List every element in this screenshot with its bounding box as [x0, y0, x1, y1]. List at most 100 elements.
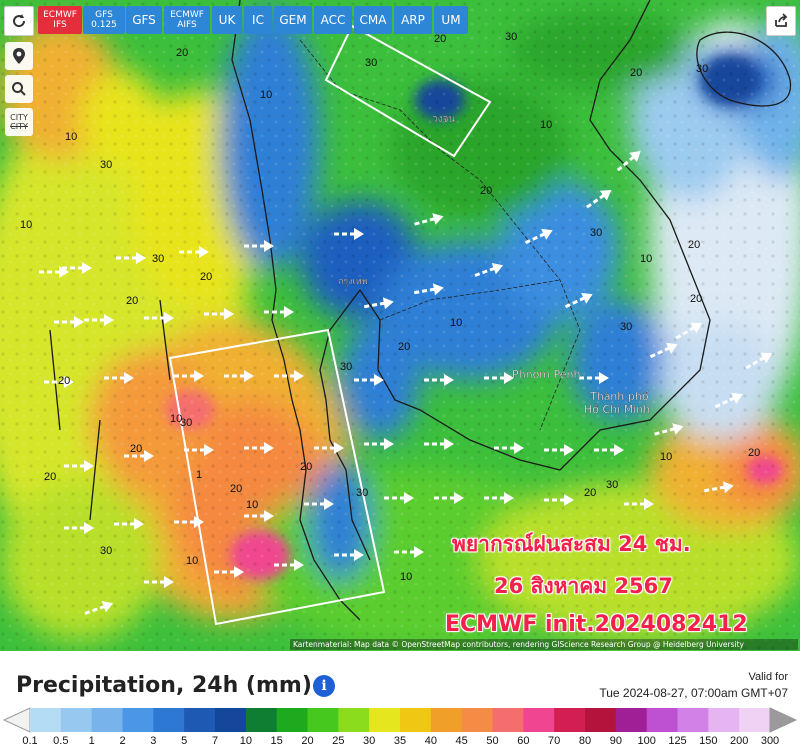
model-label: ACC: [320, 13, 346, 27]
model-button-gem[interactable]: GEM: [274, 6, 312, 34]
contour-value: 20: [58, 375, 70, 387]
wind-arrow: [424, 374, 454, 386]
wind-arrow: [544, 444, 574, 456]
model-button-gfs[interactable]: GFS: [126, 6, 162, 34]
model-button-ecmwf-aifs[interactable]: ECMWF AIFS: [164, 6, 210, 34]
colorbar-tick: 150: [699, 735, 718, 747]
wind-arrow: [314, 442, 344, 454]
model-button-acc[interactable]: ACC: [314, 6, 352, 34]
colorbar-tick: 45: [455, 735, 468, 747]
contour-value: 10: [20, 219, 32, 231]
wind-arrow: [524, 228, 553, 245]
model-button-ic[interactable]: IC: [244, 6, 272, 34]
contour-value: 20: [748, 447, 760, 459]
model-button-um[interactable]: UM: [434, 6, 468, 34]
colorbar-tick: 35: [393, 735, 407, 747]
label-hcm-1: Thành phố: [589, 390, 649, 403]
colorbar-tick: 3: [150, 735, 157, 747]
wind-arrow: [654, 423, 684, 436]
wind-arrow: [363, 297, 394, 310]
colorbar-segment: [708, 708, 740, 732]
wind-arrow: [594, 444, 624, 456]
wind-arrow: [564, 292, 593, 309]
label-vientiane: วงจน: [432, 114, 455, 125]
wind-arrow: [745, 352, 773, 370]
colorbar-tick: 0.1: [22, 735, 38, 747]
contour-value: 30: [620, 321, 632, 333]
weather-map[interactable]: 20 30 10 20 30 10 20 30 20 10 30 20 30 10 20 30 20 10 30 20…: [0, 0, 800, 651]
wind-arrow: [84, 314, 114, 326]
contour-value: 30: [152, 253, 164, 265]
contour-value: 30: [100, 159, 112, 171]
contour-value: 20: [300, 461, 312, 473]
model-sublabel: 0.125: [91, 20, 117, 30]
wind-arrow: [64, 522, 94, 534]
location-pin-icon: [13, 48, 25, 64]
magnifier-icon: [12, 82, 26, 96]
colorbar-tick: 2: [119, 735, 126, 747]
wind-arrow: [586, 189, 612, 209]
highlight-box-north: [324, 24, 492, 158]
model-button-uk[interactable]: UK: [212, 6, 242, 34]
colorbar-tick: 1: [88, 735, 95, 747]
contour-value: 30: [365, 57, 377, 69]
contour-value: 20: [688, 239, 700, 251]
colorbar-segment: [307, 708, 339, 732]
legend-panel: Precipitation, 24h (mm) i Valid for Tue …: [0, 651, 800, 751]
locate-button[interactable]: [5, 42, 33, 70]
info-icon[interactable]: i: [313, 675, 335, 697]
wind-arrow: [174, 370, 204, 382]
contour-value: 10: [400, 571, 412, 583]
contour-value: 30: [696, 63, 708, 75]
wind-arrow: [174, 516, 204, 528]
wind-arrow: [44, 376, 74, 388]
model-button-arp[interactable]: ARP: [394, 6, 432, 34]
overlay-date: 26 สิงหาคม 2567: [494, 574, 673, 598]
colorbar-segment: [492, 708, 524, 732]
colorbar-tick: 40: [424, 735, 437, 747]
zoom-button[interactable]: [5, 75, 33, 103]
wind-arrow: [144, 576, 174, 588]
contour-value: 30: [606, 479, 618, 491]
colorbar-segment: [646, 708, 678, 732]
wind-arrow: [116, 252, 146, 264]
colorbar: [2, 707, 798, 733]
wind-arrow: [703, 481, 734, 494]
city-label-strike: CITY: [10, 122, 28, 131]
wind-arrow: [616, 151, 641, 172]
contour-value: 10: [450, 317, 462, 329]
wind-arrow: [544, 494, 574, 506]
model-button-cma[interactable]: CMA: [354, 6, 392, 34]
wind-arrow: [354, 374, 384, 386]
contour-value: 20: [126, 295, 138, 307]
colorbar-segment: [184, 708, 216, 732]
wind-arrow: [494, 442, 524, 454]
wind-arrow: [244, 240, 274, 252]
colorbar-segment: [91, 708, 123, 732]
contour-value: 20: [130, 443, 142, 455]
wind-arrow: [274, 559, 304, 571]
contour-value: 10: [246, 499, 258, 511]
colorbar-segment: [554, 708, 586, 732]
contour-value: 30: [100, 545, 112, 557]
model-button-gfs-0-125[interactable]: GFS 0.125: [83, 6, 125, 34]
contour-value: 10: [65, 131, 77, 143]
refresh-button[interactable]: [4, 6, 34, 36]
wind-arrow: [413, 283, 444, 296]
city-toggle-button[interactable]: CITY CITY: [5, 108, 33, 136]
contour-value: 20: [434, 33, 446, 45]
share-button[interactable]: [766, 6, 796, 36]
colorbar-tick: 90: [609, 735, 622, 747]
colorbar-segment: [338, 708, 370, 732]
wind-arrow: [64, 460, 94, 472]
model-button-ecmwf-ifs[interactable]: ECMWF IFS: [38, 6, 82, 34]
overlay-title: พยากรณ์ฝนสะสม 24 ชม.: [452, 532, 691, 556]
wind-arrow: [474, 262, 504, 277]
colorbar-segment: [677, 708, 709, 732]
model-label: ECMWF: [170, 10, 204, 20]
contour-value: 20: [230, 483, 242, 495]
colorbar-tick: 0.5: [53, 735, 69, 747]
colorbar-tick: 30: [363, 735, 376, 747]
colorbar-tick: 7: [211, 735, 219, 747]
contour-value: 20: [690, 293, 702, 305]
